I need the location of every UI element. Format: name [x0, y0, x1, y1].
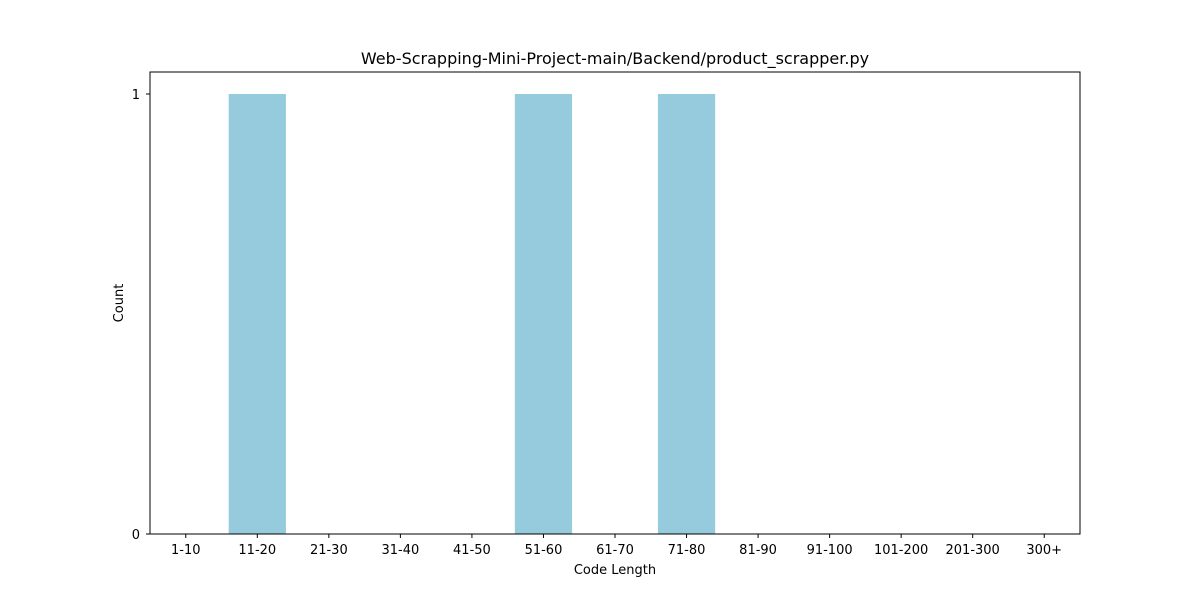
bar-71-80	[657, 94, 716, 534]
x-axis: 1-10 11-20 21-30 31-40 41-50 51-60 61-70 71-80 8…	[171, 534, 1062, 558]
x-tick-label: 300+	[1026, 543, 1062, 558]
y-tick-label: 1	[132, 88, 140, 103]
x-axis-label: Code Length	[574, 563, 656, 578]
x-tick-label: 91-100	[807, 543, 853, 558]
x-tick-label: 41-50	[453, 543, 491, 558]
x-tick-label: 31-40	[381, 543, 419, 558]
bar-11-20	[228, 94, 286, 534]
x-tick-label: 11-20	[238, 543, 276, 558]
x-tick-label: 51-60	[525, 543, 563, 558]
x-tick-label: 1-10	[171, 543, 201, 558]
bars-group	[228, 94, 716, 534]
x-tick-label: 21-30	[310, 543, 348, 558]
y-tick-label: 0	[132, 528, 140, 543]
x-tick-label: 201-300	[946, 543, 1000, 558]
bar-51-60	[514, 94, 573, 534]
x-tick-label: 61-70	[596, 543, 634, 558]
x-tick-label: 81-90	[739, 543, 777, 558]
x-tick-label: 71-80	[668, 543, 706, 558]
y-axis-label: Count	[112, 284, 127, 323]
chart-title: Web-Scrapping-Mini-Project-main/Backend/…	[361, 49, 869, 69]
x-tick-label: 101-200	[874, 543, 928, 558]
y-axis: 01	[132, 88, 150, 543]
